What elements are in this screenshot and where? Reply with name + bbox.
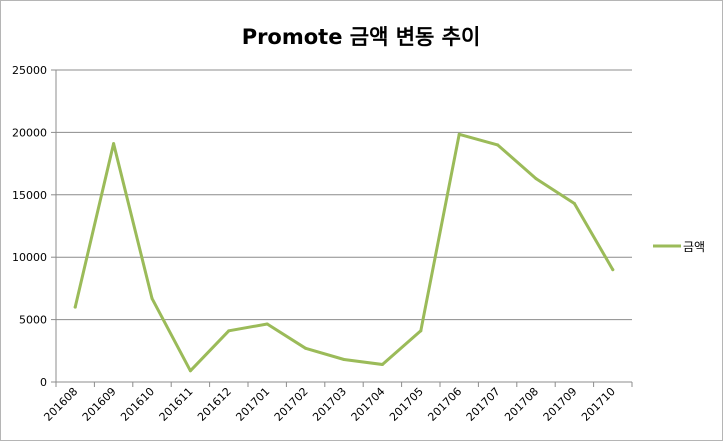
- gridlines: [56, 69, 632, 321]
- data-point: [304, 346, 308, 350]
- legend-label: 금액: [683, 240, 705, 254]
- y-tick-label: 15000: [12, 189, 47, 202]
- legend: 금액: [653, 240, 705, 254]
- data-point: [419, 329, 423, 333]
- y-tick-label: 25000: [12, 64, 47, 77]
- y-tick-label: 0: [40, 376, 47, 389]
- data-point: [265, 322, 269, 326]
- data-point: [380, 363, 384, 367]
- x-tick-label: 201709: [541, 385, 580, 424]
- data-point: [534, 177, 538, 181]
- series-layer: [73, 132, 615, 373]
- data-point: [342, 358, 346, 362]
- x-tick-label: 201703: [310, 385, 349, 424]
- x-tick-label: 201610: [118, 385, 157, 424]
- x-tick-label: 201708: [502, 385, 541, 424]
- x-tick-label: 201707: [464, 385, 503, 424]
- data-point: [188, 369, 192, 373]
- y-tick-label: 10000: [12, 251, 47, 264]
- x-tick-label: 201701: [233, 385, 272, 424]
- x-tick-label: 201704: [349, 385, 388, 424]
- data-point: [496, 143, 500, 147]
- x-tick-label: 201705: [387, 385, 426, 424]
- y-tick-label: 5000: [19, 314, 47, 327]
- x-tick-label: 201609: [80, 385, 119, 424]
- y-tick-label: 20000: [12, 126, 47, 139]
- x-tick-label: 201710: [579, 385, 618, 424]
- data-point: [572, 202, 576, 206]
- x-tick-label: 201702: [272, 385, 311, 424]
- series-line: [73, 132, 615, 373]
- data-point: [112, 142, 116, 146]
- data-point: [150, 296, 154, 300]
- x-tick-label: 201611: [157, 385, 196, 424]
- data-point: [457, 132, 461, 136]
- data-point: [227, 329, 231, 333]
- data-point: [611, 268, 615, 272]
- data-point: [73, 305, 77, 309]
- chart-title: Promote 금액 변동 추이: [242, 25, 481, 49]
- x-tick-label: 201612: [195, 385, 234, 424]
- x-tick-label: 201706: [425, 385, 464, 424]
- x-tick-label: 201608: [41, 385, 80, 424]
